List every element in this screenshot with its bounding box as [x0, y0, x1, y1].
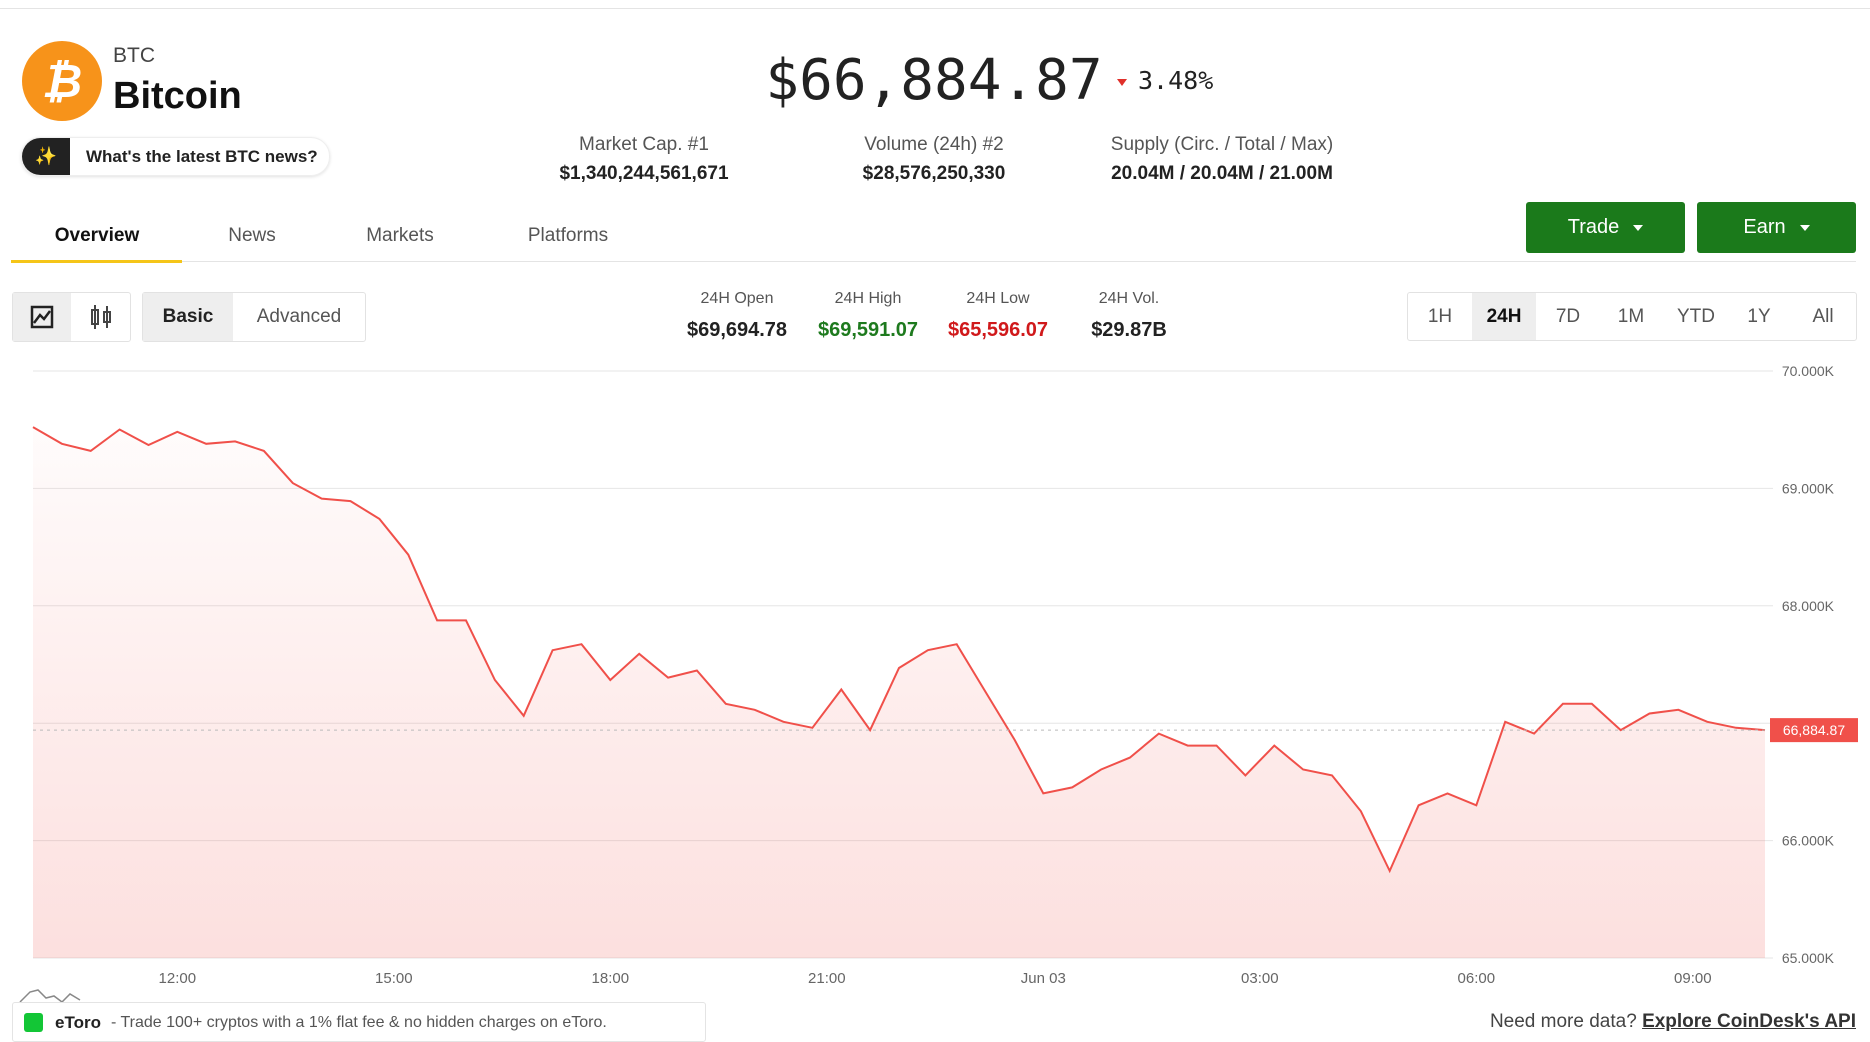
api-prompt: Need more data?: [1489, 1011, 1637, 1032]
price-chart: 65.000K66.000K67.000K68.000K69.000K70.00…: [32, 363, 1858, 987]
y-tick-label: 70.000K: [1782, 363, 1835, 379]
stat-label: Supply (Circ. / Total / Max): [1110, 134, 1334, 155]
tab-divider: [11, 261, 1856, 262]
tab-underline: [11, 260, 182, 263]
day-stat-label: 24H High: [834, 290, 902, 307]
tab[interactable]: News: [228, 225, 276, 246]
top-border: [0, 8, 1870, 9]
range-button[interactable]: 7D: [1555, 306, 1581, 327]
day-stat-value: $69,591.07: [817, 319, 919, 341]
mode-toggle: Basic Advanced: [142, 292, 366, 342]
stat-value: $1,340,244,561,671: [559, 163, 729, 184]
tab[interactable]: Markets: [366, 225, 434, 246]
mini-chart-icon: [19, 989, 81, 1003]
chart-type-toggle: [12, 292, 131, 342]
day-stat-value: $65,596.07: [947, 319, 1049, 341]
earn-button[interactable]: Earn: [1697, 202, 1856, 253]
range-button[interactable]: 1Y: [1747, 306, 1771, 327]
x-tick-label: 06:00: [1458, 970, 1496, 987]
news-prompt: What's the latest BTC news?: [86, 147, 318, 166]
caret: [1799, 224, 1810, 231]
symbol: BTC: [113, 44, 155, 67]
stat-label: Volume (24h) #2: [864, 134, 1004, 155]
range-button[interactable]: 1M: [1617, 306, 1645, 327]
api-promo: Need more data? Explore CoinDesk's API: [1490, 1011, 1856, 1033]
day-stat-value: $29.87B: [1091, 319, 1167, 341]
x-tick-label: 15:00: [375, 970, 413, 987]
x-tick-label: 09:00: [1674, 970, 1712, 987]
ad-brand: eToro: [55, 1013, 101, 1032]
advanced-button[interactable]: Advanced: [256, 306, 342, 327]
ad-text: - Trade 100+ cryptos with a 1% flat fee …: [111, 1014, 607, 1031]
etoro-logo: [24, 1013, 43, 1032]
price: $66,884.87: [765, 48, 1103, 113]
day-stat-label: 24H Low: [966, 290, 1030, 307]
line-chart-button[interactable]: [13, 293, 71, 341]
last-price-tag: [1770, 718, 1858, 743]
day-stat-value: $69,694.78: [686, 319, 788, 341]
y-tick-label: 68.000K: [1782, 598, 1835, 614]
caret: [1633, 224, 1644, 231]
x-tick-label: 21:00: [808, 970, 846, 987]
trade-button[interactable]: Trade: [1526, 202, 1685, 253]
tab[interactable]: Platforms: [527, 225, 609, 246]
stat-value: 20.04M / 20.04M / 21.00M: [1111, 163, 1333, 184]
x-tick-label: 03:00: [1241, 970, 1279, 987]
y-tick-label: 66.000K: [1782, 833, 1835, 849]
range-button[interactable]: All: [1812, 306, 1834, 327]
y-tick-label: 65.000K: [1782, 950, 1835, 966]
x-tick-label: Jun 03: [1021, 970, 1066, 987]
stat-label: Market Cap. #1: [579, 134, 709, 155]
down-arrow: [1117, 79, 1127, 86]
price-line: [32, 426, 1766, 874]
earn-label: Earn: [1743, 216, 1786, 238]
range-selector: 1H 24H 7D 1M YTD 1Y All: [1407, 292, 1857, 341]
day-stat-label: 24H Vol.: [1098, 290, 1160, 307]
tab[interactable]: Overview: [54, 225, 140, 246]
change: 3.48%: [1138, 66, 1214, 95]
range-button[interactable]: 24H: [1472, 293, 1536, 340]
stat-value: $28,576,250,330: [862, 163, 1006, 184]
y-tick-label: 69.000K: [1782, 480, 1835, 496]
ad-banner[interactable]: eToro - Trade 100+ cryptos with a 1% fla…: [12, 1002, 706, 1042]
basic-button[interactable]: Basic: [143, 293, 233, 341]
last-price-label: 66,884.87: [1783, 722, 1845, 738]
price-area: [33, 427, 1765, 959]
range-button[interactable]: 1H: [1427, 306, 1453, 327]
trade-label: Trade: [1567, 216, 1620, 238]
svg-text:₿: ₿: [42, 55, 82, 107]
coin-name: Bitcoin: [113, 75, 242, 117]
x-tick-label: 12:00: [159, 970, 197, 987]
candle-chart-button[interactable]: [72, 293, 130, 341]
btc-logo: ₿: [22, 41, 102, 121]
x-tick-label: 18:00: [592, 970, 630, 987]
range-button[interactable]: YTD: [1677, 306, 1715, 327]
sparkle-icon: ✨: [22, 138, 70, 175]
api-link[interactable]: Explore CoinDesk's API: [1642, 1011, 1856, 1032]
news-pill[interactable]: ✨ What's the latest BTC news?: [21, 137, 330, 176]
day-stat-label: 24H Open: [700, 290, 774, 307]
